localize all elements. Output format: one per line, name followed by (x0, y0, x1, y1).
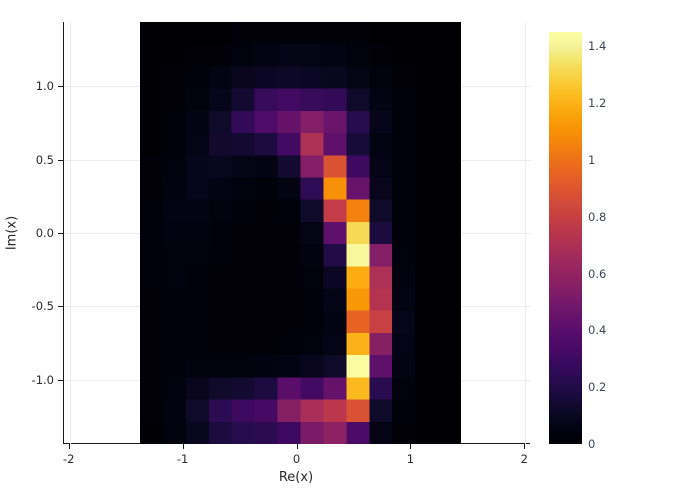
x-tick-mark (296, 444, 298, 449)
y-tick-mark (58, 159, 63, 161)
colorbar-tick-label: 0.8 (588, 209, 607, 224)
y-tick-label: -0.5 (31, 299, 54, 314)
y-tick-label: 0.5 (35, 152, 54, 167)
x-tick-mark (410, 444, 412, 449)
y-tick-mark (58, 306, 63, 308)
y-tick-mark (58, 379, 63, 381)
y-tick-label: -1.0 (31, 372, 54, 387)
y-axis-title: Im(x) (4, 215, 20, 251)
y-tick-label: 0.0 (35, 226, 54, 240)
x-tick-label: 2 (520, 452, 528, 466)
x-tick-label: -2 (62, 452, 75, 466)
gridline-vertical (69, 22, 71, 444)
x-axis-title: Re(x) (278, 470, 314, 485)
colorbar-tick-label: 0.6 (588, 266, 607, 281)
colorbar-tick-label: 0.2 (588, 380, 607, 395)
colorbar-tick-label: 1.2 (588, 96, 607, 111)
x-tick-mark (68, 444, 70, 449)
colorbar-tick-label: 1.4 (588, 39, 607, 54)
gridline-vertical (525, 22, 527, 444)
colorbar (549, 32, 582, 444)
x-tick-mark (524, 444, 526, 449)
x-tick-label: 1 (406, 452, 415, 466)
y-tick-label: 1.0 (35, 79, 54, 94)
y-tick-mark (58, 86, 63, 88)
y-tick-mark (58, 233, 63, 234)
x-tick-label: 0 (292, 452, 301, 466)
colorbar-tick-label: 0.4 (588, 323, 607, 338)
heatmap-image (140, 22, 461, 444)
colorbar-tick-label: 0 (588, 437, 596, 451)
x-tick-mark (182, 444, 184, 449)
colorbar-tick-label: 1 (588, 152, 596, 167)
x-tick-label: -1 (176, 452, 189, 466)
